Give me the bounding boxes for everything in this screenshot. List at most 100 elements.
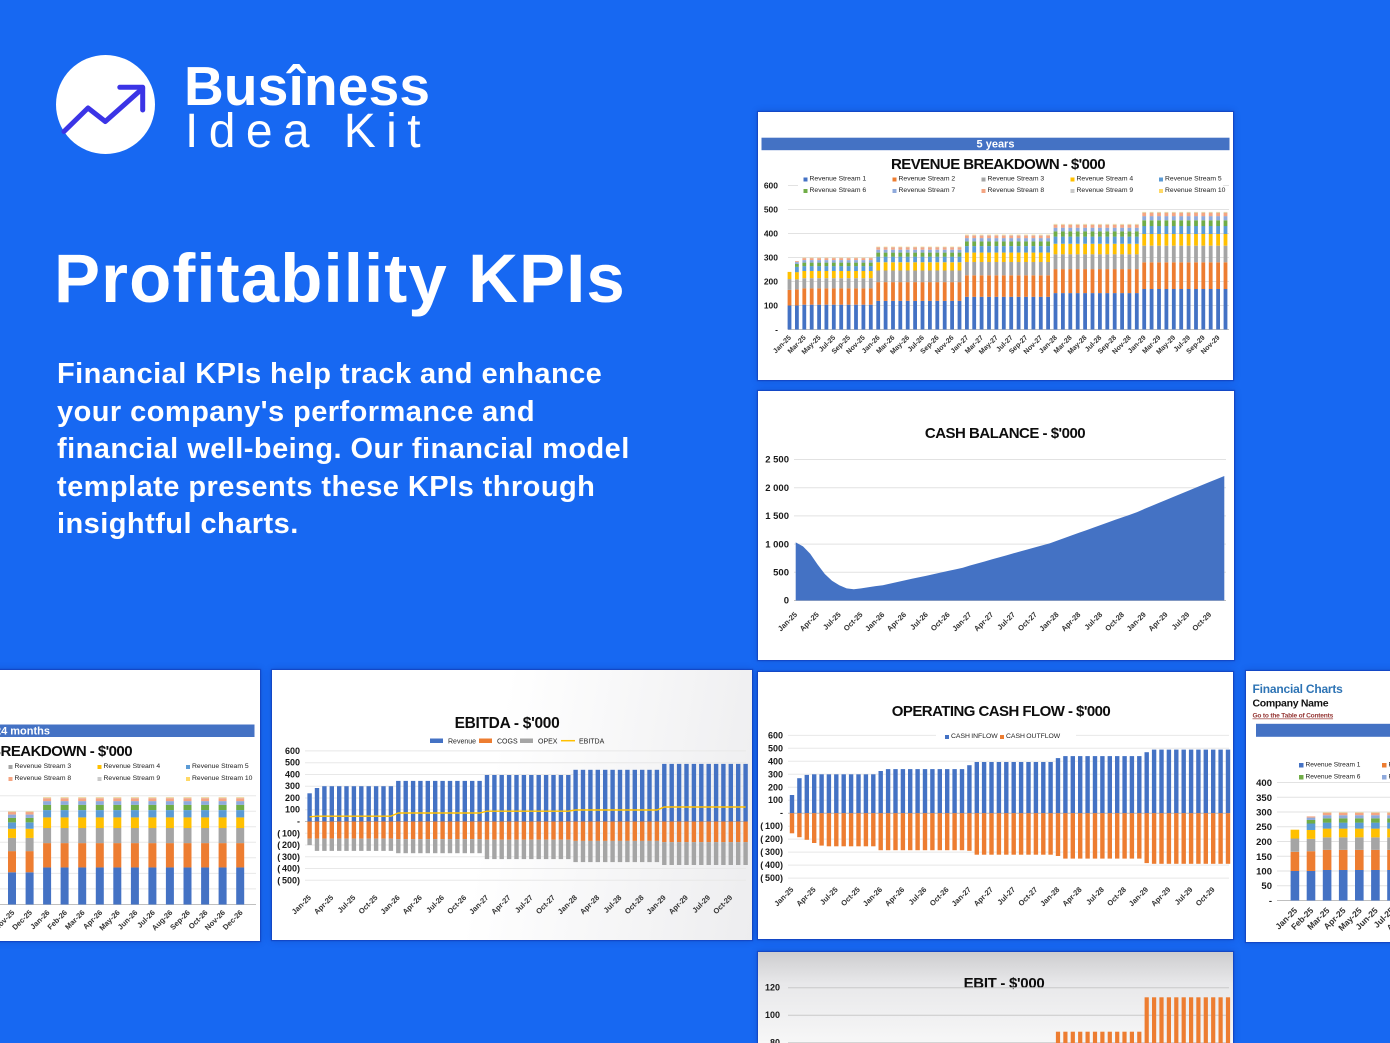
svg-text:Revenue Stream 2: Revenue Stream 2 <box>899 176 956 183</box>
svg-text:Jan-25: Jan-25 <box>776 610 799 633</box>
svg-text:Oct-29: Oct-29 <box>1190 610 1213 633</box>
svg-text:EBIT - $'000: EBIT - $'000 <box>964 975 1045 992</box>
svg-text:CASH INFLOW: CASH INFLOW <box>951 733 998 740</box>
svg-text:COGS: COGS <box>497 739 518 746</box>
svg-text:200: 200 <box>768 782 783 792</box>
svg-text:( 100): ( 100) <box>277 828 300 838</box>
svg-text:-: - <box>297 817 300 827</box>
svg-text:Revenue: Revenue <box>448 739 476 746</box>
svg-text:Jan-28: Jan-28 <box>1037 610 1060 633</box>
svg-text:Jul-28: Jul-28 <box>1084 885 1106 907</box>
svg-text:Apr-25: Apr-25 <box>794 885 817 908</box>
svg-text:Jan-29: Jan-29 <box>645 893 668 916</box>
svg-text:( 300): ( 300) <box>277 852 300 862</box>
svg-text:Oct-26: Oct-26 <box>445 893 468 916</box>
svg-text:Apr-26: Apr-26 <box>883 885 906 908</box>
svg-text:( 200): ( 200) <box>760 834 783 844</box>
svg-text:Oct-27: Oct-27 <box>534 893 557 916</box>
svg-text:Jan-25: Jan-25 <box>290 893 313 916</box>
svg-text:OPERATING CASH FLOW - $'000: OPERATING CASH FLOW - $'000 <box>892 703 1111 720</box>
svg-text:Revenue Stream 6: Revenue Stream 6 <box>810 187 867 194</box>
svg-text:( 400): ( 400) <box>277 864 300 874</box>
svg-text:( 400): ( 400) <box>760 860 783 870</box>
svg-text:Apr-28: Apr-28 <box>1060 885 1083 908</box>
svg-text:Jan-26: Jan-26 <box>863 610 886 633</box>
svg-text:R: R <box>1389 762 1390 769</box>
svg-text:Revenue Stream 1: Revenue Stream 1 <box>810 176 867 183</box>
svg-text:600: 600 <box>768 730 783 740</box>
svg-text:Apr-29: Apr-29 <box>1146 610 1169 633</box>
svg-text:Oct-26: Oct-26 <box>928 885 951 908</box>
svg-text:100: 100 <box>768 795 783 805</box>
svg-text:EBITDA - $'000: EBITDA - $'000 <box>455 715 560 732</box>
svg-text:Jan-28: Jan-28 <box>1038 885 1061 908</box>
svg-text:Jul-28: Jul-28 <box>602 893 624 915</box>
svg-text:Jul-25: Jul-25 <box>336 893 358 915</box>
svg-text:Apr-25: Apr-25 <box>312 893 335 916</box>
svg-text:Revenue Stream 1: Revenue Stream 1 <box>1306 762 1361 769</box>
svg-text:Oct-26: Oct-26 <box>929 610 952 633</box>
svg-text:REVENUE BREAKDOWN - $'000: REVENUE BREAKDOWN - $'000 <box>891 156 1105 173</box>
svg-text:Revenue Stream 3: Revenue Stream 3 <box>988 176 1045 183</box>
svg-text:Oct-27: Oct-27 <box>1016 885 1039 908</box>
svg-text:Oct-29: Oct-29 <box>711 893 734 916</box>
svg-text:Revenue Stream 5: Revenue Stream 5 <box>1165 176 1222 183</box>
svg-text:150: 150 <box>1256 852 1272 863</box>
svg-text:Oct-25: Oct-25 <box>842 610 865 633</box>
svg-text:Apr-25: Apr-25 <box>798 610 821 633</box>
svg-text:Revenue Stream 6: Revenue Stream 6 <box>1306 774 1361 781</box>
svg-text:OPEX: OPEX <box>538 739 558 746</box>
svg-text:100: 100 <box>1256 867 1272 878</box>
svg-text:Revenue Stream 8: Revenue Stream 8 <box>988 187 1045 194</box>
svg-text:Dec-26: Dec-26 <box>221 908 245 932</box>
svg-text:Revenue Stream 5: Revenue Stream 5 <box>192 763 249 770</box>
svg-text:Apr-29: Apr-29 <box>667 893 690 916</box>
svg-text:100: 100 <box>285 805 300 815</box>
svg-text:Company Name: Company Name <box>1253 698 1329 710</box>
svg-text:500: 500 <box>764 205 778 215</box>
svg-text:Jul-26: Jul-26 <box>424 893 446 915</box>
svg-text:80: 80 <box>770 1038 780 1043</box>
svg-text:Jul-25: Jul-25 <box>818 885 840 907</box>
svg-text:Jan-28: Jan-28 <box>556 893 579 916</box>
svg-text:Jan-27: Jan-27 <box>467 893 490 916</box>
svg-text:200: 200 <box>764 277 778 287</box>
svg-text:Apr-27: Apr-27 <box>972 885 995 908</box>
svg-text:Apr-27: Apr-27 <box>972 610 995 633</box>
svg-text:Jan-25: Jan-25 <box>772 885 795 908</box>
svg-text:Revenue Stream 4: Revenue Stream 4 <box>1077 176 1134 183</box>
svg-text:500: 500 <box>768 743 783 753</box>
svg-text:Jan-26: Jan-26 <box>379 893 402 916</box>
svg-text:REVENUE BREAKDOWN - $'000: REVENUE BREAKDOWN - $'000 <box>0 743 132 760</box>
svg-text:Financial Charts: Financial Charts <box>1253 682 1344 696</box>
svg-text:Jul-26: Jul-26 <box>908 610 930 632</box>
svg-text:2 000: 2 000 <box>765 483 789 494</box>
svg-text:-: - <box>1269 896 1272 907</box>
svg-text:250: 250 <box>1256 822 1272 833</box>
svg-text:Apr-29: Apr-29 <box>1149 885 1172 908</box>
svg-text:Jan-26: Jan-26 <box>861 885 884 908</box>
svg-text:Jul-28: Jul-28 <box>1083 610 1105 632</box>
svg-text:Revenue Stream 3: Revenue Stream 3 <box>15 763 72 770</box>
svg-text:300: 300 <box>768 769 783 779</box>
svg-text:Oct-25: Oct-25 <box>839 885 862 908</box>
svg-text:Revenue Stream 8: Revenue Stream 8 <box>15 775 72 782</box>
svg-text:1 500: 1 500 <box>765 511 789 522</box>
svg-text:Jan-29: Jan-29 <box>1125 610 1148 633</box>
svg-text:200: 200 <box>285 793 300 803</box>
svg-text:( 200): ( 200) <box>277 840 300 850</box>
svg-text:Oct-28: Oct-28 <box>1103 610 1126 633</box>
svg-text:50: 50 <box>1261 881 1272 892</box>
svg-text:Jan-27: Jan-27 <box>950 610 973 633</box>
svg-text:0: 0 <box>784 596 789 607</box>
svg-text:100: 100 <box>765 1010 780 1020</box>
svg-text:( 500): ( 500) <box>760 873 783 883</box>
svg-text:Oct-29: Oct-29 <box>1194 885 1217 908</box>
svg-text:Jul-27: Jul-27 <box>995 885 1017 907</box>
svg-text:400: 400 <box>768 756 783 766</box>
svg-text:Revenue Stream 10: Revenue Stream 10 <box>1165 187 1226 194</box>
svg-text:Jul-26: Jul-26 <box>907 885 929 907</box>
svg-text:Oct-28: Oct-28 <box>1105 885 1128 908</box>
svg-text:Revenue Stream 4: Revenue Stream 4 <box>104 763 161 770</box>
svg-text:Revenue Stream 10: Revenue Stream 10 <box>192 775 253 782</box>
